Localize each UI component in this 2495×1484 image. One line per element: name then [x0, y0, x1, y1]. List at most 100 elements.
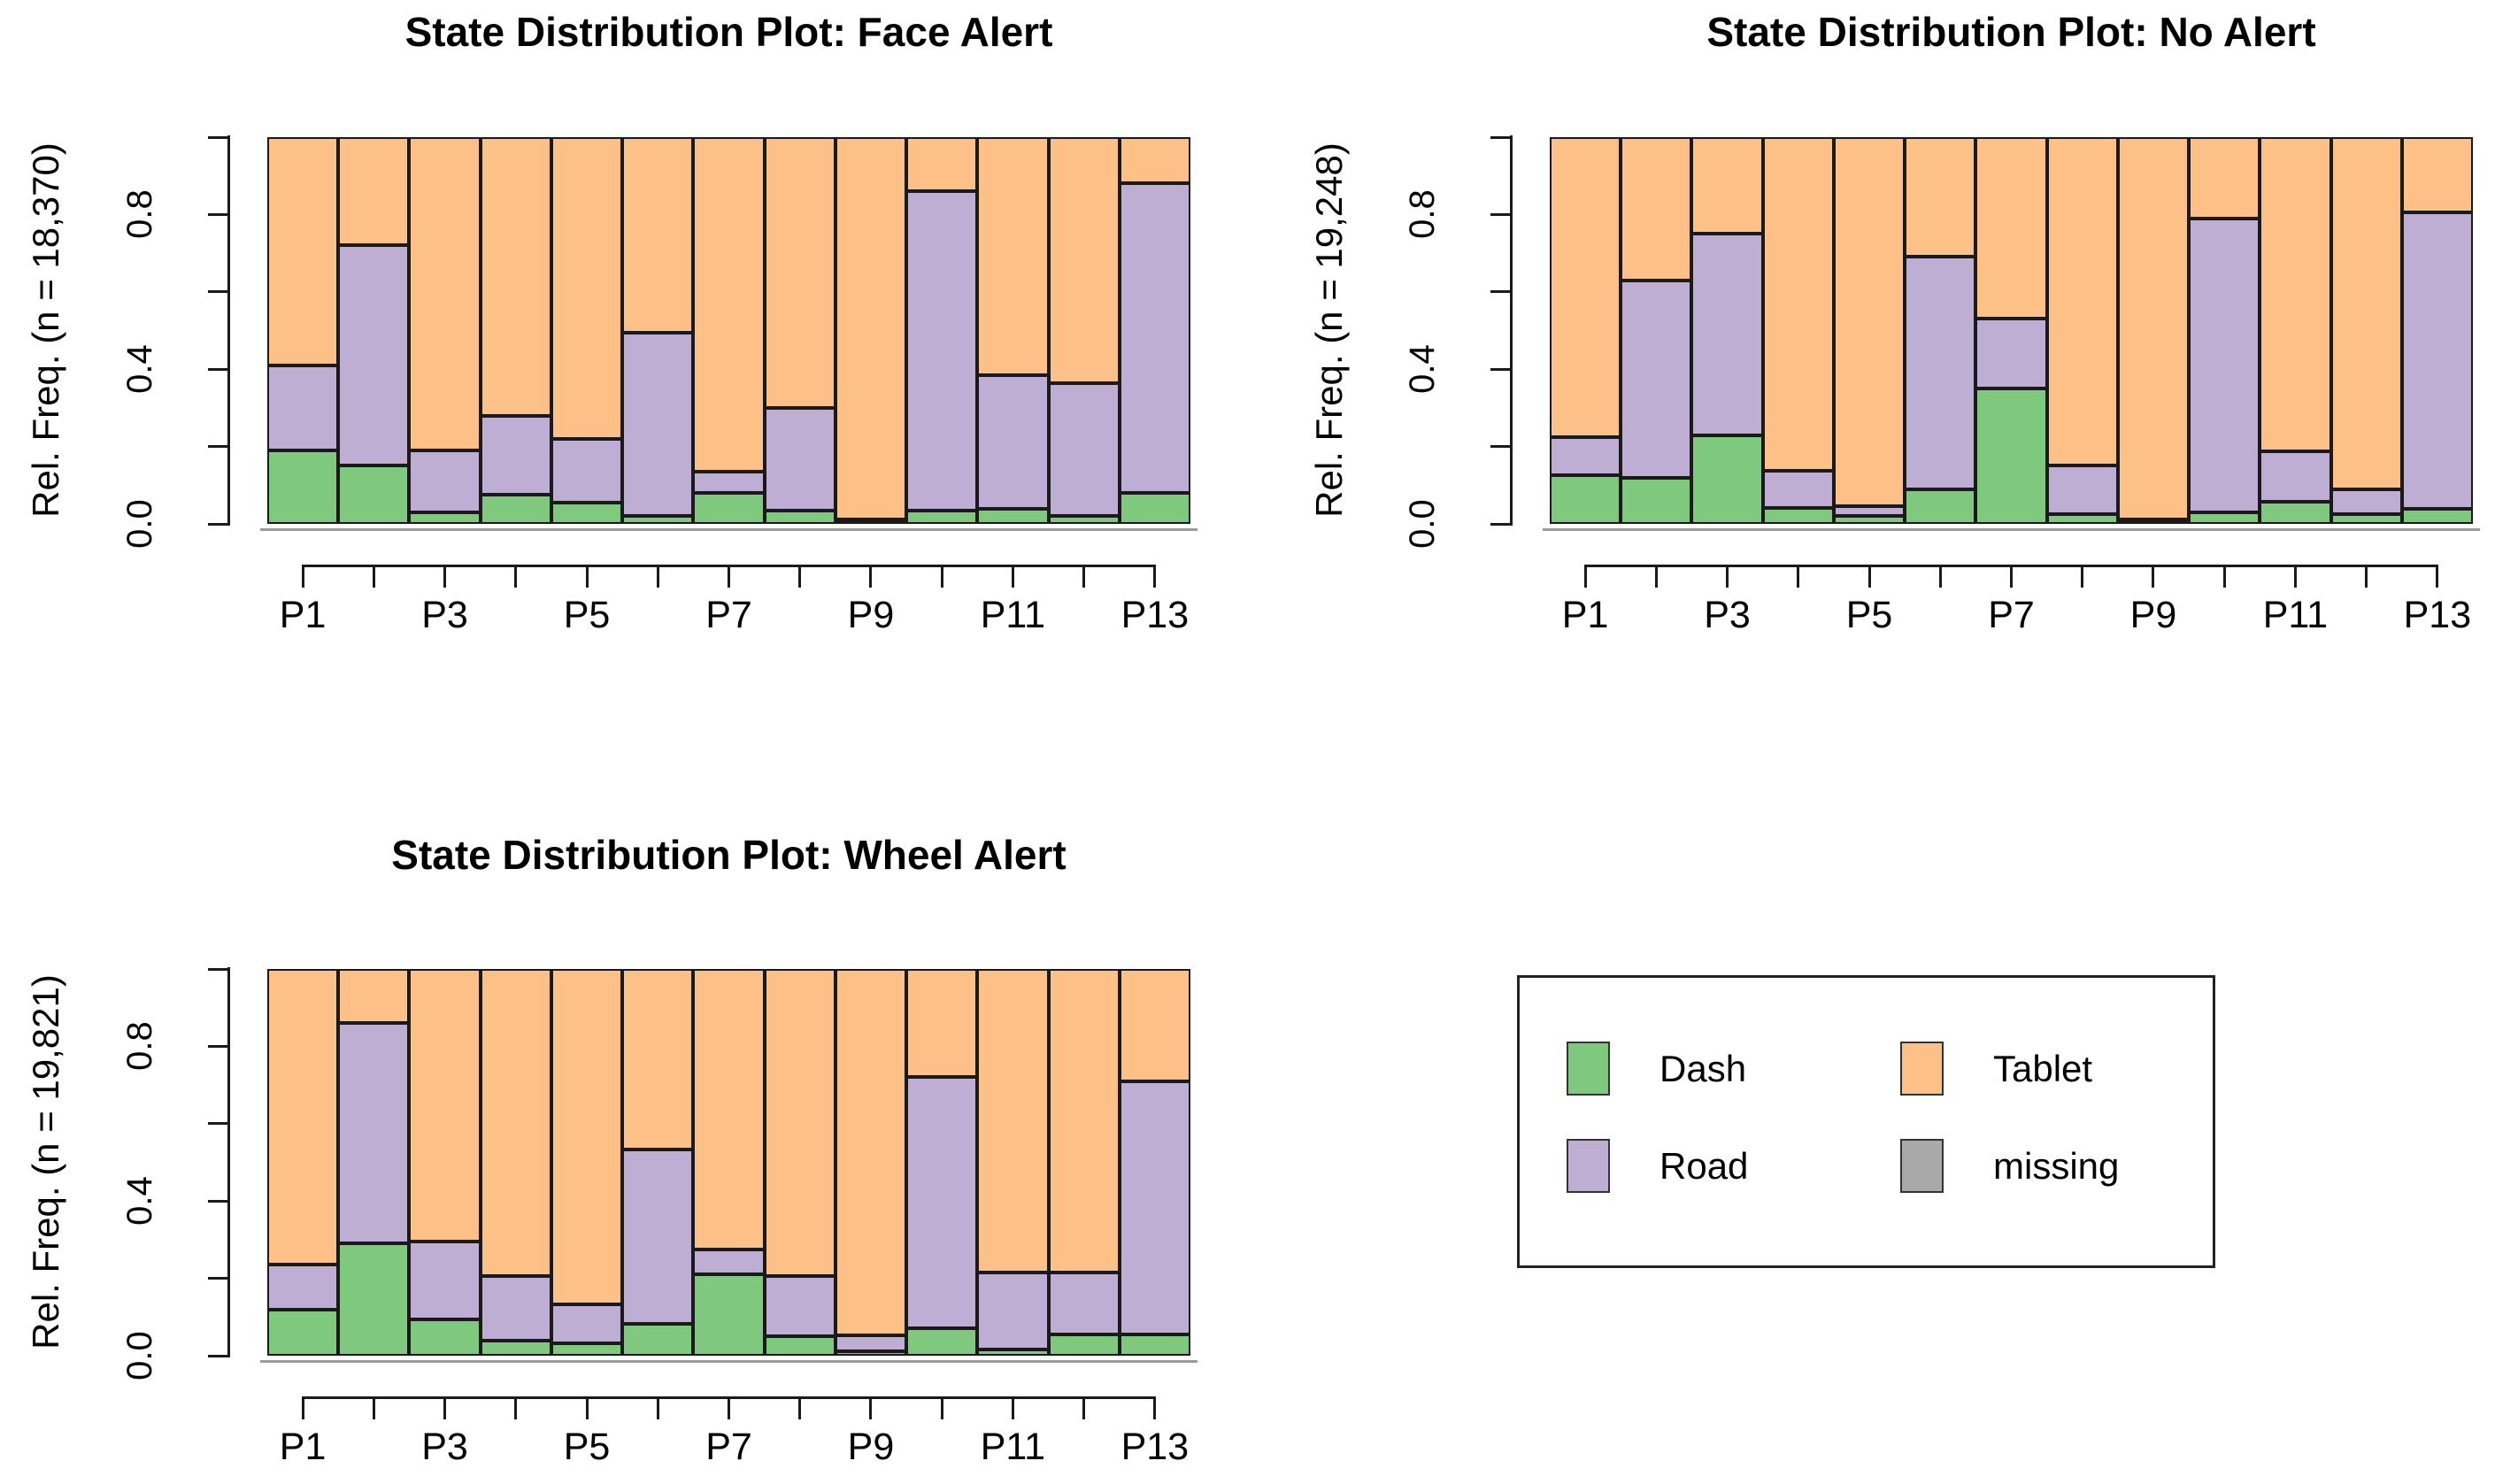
bar-column	[977, 969, 1049, 1356]
y-axis-tick-label: 0.4	[120, 1176, 159, 1226]
y-axis-tick-label: 0.4	[1403, 344, 1442, 394]
x-axis-tick	[2222, 565, 2226, 588]
bar-segment-dash	[693, 493, 765, 524]
y-axis-label-no-alert: Rel. Freq. (n = 19,248)	[1308, 142, 1350, 518]
bar-column	[977, 137, 1049, 524]
x-axis-tick	[301, 565, 304, 588]
y-axis-tick	[208, 1122, 227, 1126]
y-axis-tick	[208, 445, 227, 449]
bar-column	[906, 137, 978, 524]
legend-swatch-road	[1567, 1139, 1610, 1193]
bar-column	[267, 137, 339, 524]
x-axis-tick	[1726, 565, 1729, 588]
bar-segment-tablet	[267, 969, 339, 1265]
x-axis-tick	[2152, 565, 2155, 588]
y-axis-tick	[1490, 135, 1510, 139]
x-axis-tick-label: P1	[279, 1426, 327, 1468]
bar-segment-dash	[480, 1340, 551, 1356]
bar-segment-tablet	[2330, 137, 2402, 489]
plot-baseline	[1543, 528, 2480, 531]
x-axis-tick	[1011, 1396, 1014, 1419]
bar-column	[551, 137, 623, 524]
bar-segment-road	[1119, 1080, 1190, 1334]
bar-segment-road	[2401, 212, 2473, 509]
legend-box	[1517, 975, 2215, 1268]
y-axis-tick-label: 0.0	[120, 1331, 159, 1380]
x-axis-tick	[585, 565, 589, 588]
bar-column	[2260, 137, 2331, 524]
bar-segment-road	[267, 1265, 339, 1310]
bar-column	[622, 969, 694, 1356]
bar-segment-dash	[1833, 516, 1906, 524]
bar-segment-tablet	[1119, 969, 1190, 1081]
bar-segment-tablet	[338, 137, 410, 246]
chart-title-wheel-alert: State Distribution Plot: Wheel Alert	[391, 832, 1067, 878]
x-axis-tick	[1153, 1396, 1157, 1419]
x-axis-tick-label: P9	[847, 1426, 895, 1468]
bar-segment-road	[551, 1303, 623, 1343]
bar-segment-dash	[2189, 511, 2260, 524]
x-axis-tick	[869, 1396, 873, 1419]
x-axis-tick	[940, 565, 943, 588]
bar-column	[1762, 137, 1834, 524]
bar-segment-dash	[551, 1342, 623, 1356]
x-axis-tick	[301, 1396, 304, 1419]
x-axis-tick-label: P5	[563, 1426, 611, 1468]
y-axis-tick-label: 0.0	[120, 499, 159, 549]
y-axis-tick	[1490, 367, 1510, 371]
bar-column	[1905, 137, 1976, 524]
x-axis-tick-label: P3	[421, 1426, 468, 1468]
x-axis-tick-label: P5	[1845, 594, 1893, 636]
bar-segment-dash	[622, 1323, 694, 1356]
x-axis-tick	[514, 1396, 518, 1419]
x-axis-tick-label: P13	[2403, 594, 2472, 636]
bar-segment-road	[693, 1249, 765, 1275]
bar-column	[551, 969, 623, 1356]
bar-column	[338, 969, 410, 1356]
bar-column	[409, 137, 481, 524]
bar-segment-road	[764, 1276, 836, 1337]
x-axis-tick-label: P11	[2262, 594, 2329, 636]
bar-segment-road	[764, 407, 836, 511]
bar-segment-road	[977, 1273, 1049, 1350]
bar-segment-tablet	[764, 137, 836, 408]
bar-segment-tablet	[906, 137, 978, 192]
bar-column	[1621, 137, 1692, 524]
x-axis-tick	[1583, 565, 1587, 588]
bar-column	[1048, 137, 1120, 524]
bar-segment-dash	[977, 508, 1049, 524]
bar-segment-dash	[1621, 477, 1692, 524]
bar-segment-dash	[2046, 514, 2118, 524]
bar-segment-dash	[1905, 488, 1976, 524]
bar-segment-road	[622, 1150, 694, 1324]
x-axis-tick	[2293, 565, 2297, 588]
bar-segment-road	[480, 1276, 551, 1341]
x-axis-tick	[1867, 565, 1871, 588]
bar-column	[1975, 137, 2047, 524]
chart-title-no-alert: State Distribution Plot: No Alert	[1706, 9, 2316, 55]
bar-segment-tablet	[409, 969, 481, 1242]
bar-segment-tablet	[1762, 137, 1834, 472]
y-axis-tick	[1490, 522, 1510, 526]
x-axis-tick	[2436, 565, 2439, 588]
bar-segment-dash	[1975, 388, 2047, 524]
bar-segment-road	[977, 374, 1049, 509]
legend-swatch-missing	[1900, 1139, 1944, 1193]
bar-segment-tablet	[1119, 137, 1190, 184]
y-axis-tick	[208, 290, 227, 294]
plot-baseline	[260, 528, 1197, 531]
bar-column	[2330, 137, 2402, 524]
bar-column	[1119, 969, 1190, 1356]
bar-column	[267, 969, 339, 1356]
x-axis-tick	[798, 1396, 802, 1419]
bar-column	[764, 137, 836, 524]
x-axis-tick	[443, 1396, 447, 1419]
x-axis-tick	[2010, 565, 2013, 588]
bar-segment-tablet	[835, 137, 907, 519]
x-axis-tick-label: P11	[980, 594, 1046, 636]
x-axis-tick-label: P11	[980, 1426, 1046, 1468]
x-axis-tick	[1938, 565, 1942, 588]
bar-segment-road	[906, 1077, 978, 1329]
x-axis-tick-label: P3	[1704, 594, 1751, 636]
bar-segment-tablet	[906, 969, 978, 1078]
